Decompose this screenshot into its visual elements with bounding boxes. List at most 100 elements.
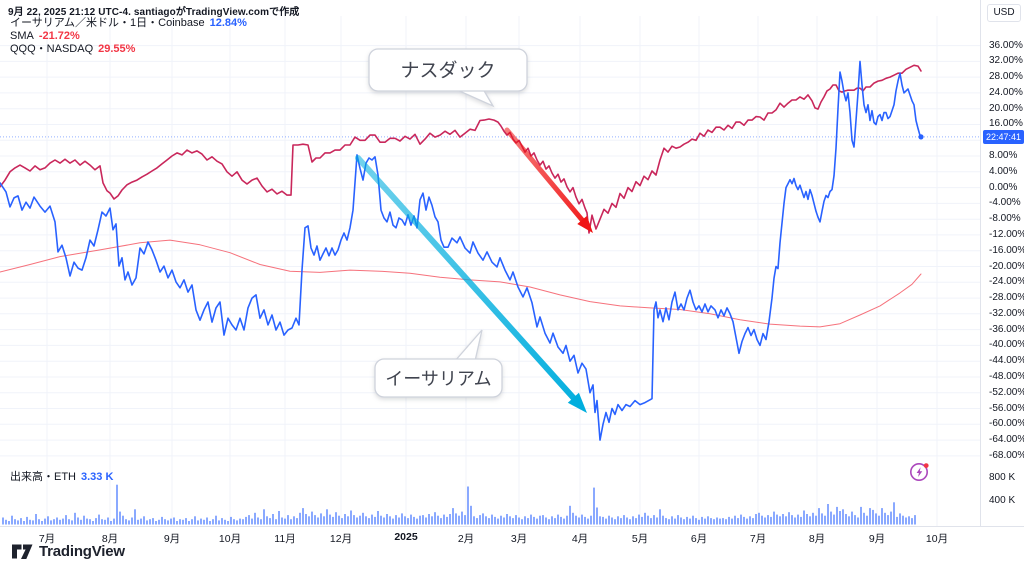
legend-row-sma[interactable]: SMA -21.72% — [10, 30, 247, 43]
ethereum-decline-arrow-head[interactable] — [567, 392, 587, 413]
y-axis-tick: -44.00% — [989, 355, 1024, 367]
volume-bar — [68, 519, 70, 525]
volume-bar — [698, 519, 700, 525]
volume-bar — [644, 512, 646, 525]
volume-bar — [338, 515, 340, 525]
volume-bar — [413, 516, 415, 525]
nasdaq-callout[interactable]: ナスダック — [368, 48, 528, 108]
tradingview-logo-text: TradingView — [39, 543, 125, 560]
volume-bar — [728, 516, 730, 525]
volume-bar — [11, 515, 13, 525]
volume-bar — [653, 515, 655, 525]
nasdaq-decline-arrow-head[interactable] — [577, 215, 593, 233]
volume-bar — [701, 516, 703, 525]
ethereum-callout[interactable]: イーサリアム — [374, 329, 503, 398]
volume-bar — [557, 514, 559, 525]
grid — [0, 16, 980, 526]
volume-bar — [659, 509, 661, 525]
volume-bar — [476, 518, 478, 525]
legend-row-qqq[interactable]: QQQ・NASDAQ 29.55% — [10, 43, 247, 56]
volume-bar — [257, 517, 259, 525]
volume-bar — [881, 508, 883, 525]
price-axis[interactable]: USD 36.00% 32.00% 28.00% 24.00% 20.00% 16.00%… — [980, 0, 1024, 526]
tradingview-logo[interactable]: TradingView — [12, 543, 125, 560]
volume-bar — [233, 519, 235, 525]
ethereum-decline-arrow[interactable] — [355, 155, 578, 403]
volume-bar — [506, 514, 508, 525]
volume-bar — [908, 516, 910, 525]
y-axis-tick: -20.00% — [989, 260, 1024, 272]
y-axis-tick: -52.00% — [989, 386, 1024, 398]
volume-bar — [911, 518, 913, 525]
volume-bar — [200, 518, 202, 525]
volume-bar — [296, 518, 298, 525]
volume-bar — [821, 513, 823, 525]
chart-legend: イーサリアム／米ドル・1日・Coinbase 12.84% SMA -21.72% … — [10, 17, 247, 56]
volume-bar — [764, 517, 766, 525]
volume-bar — [866, 515, 868, 525]
volume-bar — [341, 518, 343, 525]
x-axis-tick: 12月 — [329, 533, 353, 545]
volume-bar — [272, 514, 274, 525]
volume-bar — [626, 517, 628, 525]
volume-bar — [371, 514, 373, 525]
volume-bar — [731, 518, 733, 525]
axis-currency-label[interactable]: USD — [987, 4, 1021, 22]
volume-bar — [14, 519, 16, 525]
volume-bar — [188, 521, 190, 525]
legend-row-main[interactable]: イーサリアム／米ドル・1日・Coinbase 12.84% — [10, 17, 247, 30]
volume-bar — [863, 512, 865, 525]
volume-bar — [545, 517, 547, 525]
volume-bar — [71, 520, 73, 525]
sma-line — [0, 239, 922, 328]
volume-bar — [878, 515, 880, 525]
volume-bar — [710, 518, 712, 525]
volume-bar — [293, 516, 295, 525]
volume-bar — [266, 516, 268, 525]
volume-bar — [248, 515, 250, 525]
volume-bar — [902, 515, 904, 525]
volume-legend[interactable]: 出来高・ETH 3.33 K — [10, 468, 113, 484]
volume-bar — [542, 515, 544, 525]
y-axis-tick: -32.00% — [989, 307, 1024, 319]
volume-bar — [458, 515, 460, 525]
volume-bar — [527, 518, 529, 525]
qqq-label: QQQ・NASDAQ — [10, 43, 94, 55]
volume-bar — [605, 518, 607, 525]
volume-bar — [497, 518, 499, 525]
volume-bar — [230, 516, 232, 525]
volume-bar — [719, 518, 721, 525]
volume-bar — [47, 516, 49, 525]
volume-bar — [251, 518, 253, 525]
volume-bar — [752, 518, 754, 525]
volume-bar — [446, 516, 448, 525]
ideas-flash-button[interactable] — [908, 460, 932, 484]
volume-bar — [536, 518, 538, 525]
y-axis-tick: -68.00% — [989, 449, 1024, 461]
volume-bar — [875, 513, 877, 525]
volume-bar — [110, 521, 112, 525]
ethereum-callout-text: イーサリアム — [385, 369, 491, 389]
volume-bar — [671, 516, 673, 525]
volume-bar — [191, 519, 193, 525]
volume-bar — [740, 514, 742, 525]
nasdaq-decline-arrow[interactable] — [504, 127, 586, 224]
volume-bar — [308, 516, 310, 525]
volume-bar — [617, 516, 619, 525]
chart-attribution: 9月 22, 2025 21:12 UTC-4. santiagoがTradin… — [8, 7, 300, 18]
volume-bar — [239, 518, 241, 525]
volume-bar — [104, 519, 106, 525]
volume-bar — [635, 518, 637, 525]
volume-bar — [119, 511, 121, 525]
tradingview-logo-mark — [12, 544, 33, 559]
volume-bar — [590, 515, 592, 525]
volume-bar — [818, 508, 820, 525]
volume-bar — [611, 517, 613, 525]
volume-bar — [695, 518, 697, 525]
time-axis[interactable]: 7月 8月 9月 10月 11月 12月 2025 2月 3月 4月 5月 6月 7月 8月 9月 10月 — [0, 526, 1024, 547]
volume-bar — [815, 515, 817, 525]
volume-bar — [785, 516, 787, 525]
volume-bar — [65, 515, 67, 525]
volume-bar — [299, 512, 301, 525]
